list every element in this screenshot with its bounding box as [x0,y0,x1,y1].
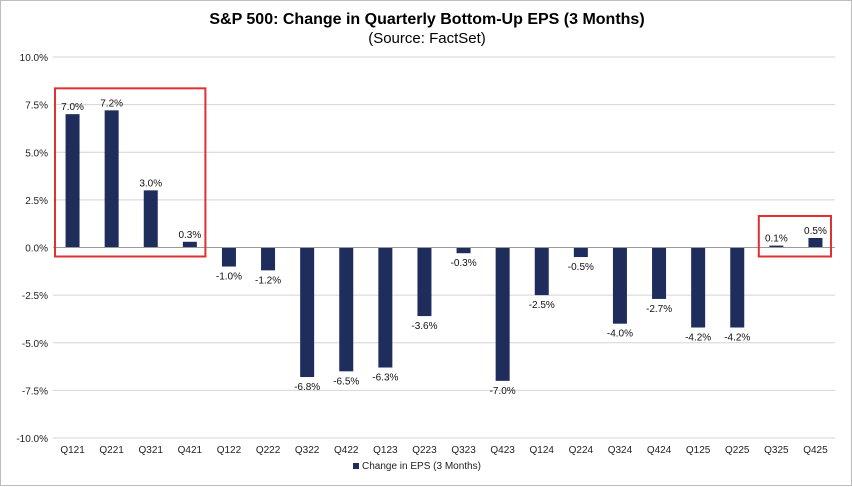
highlight-boxes [54,87,832,258]
data-label-q323: -0.3% [450,258,476,269]
data-label-q322: -6.8% [294,382,320,393]
bar-q125 [691,247,706,328]
bar-q423 [495,247,510,381]
x-tick-label: Q222 [256,445,281,456]
x-tick-label: Q321 [139,445,164,456]
x-axis-tick-labels: Q121 Q221 Q321 Q421 Q122 Q222 Q322 Q422 Q123 Q223… [60,445,828,456]
x-tick-label: Q322 [295,445,320,456]
y-tick-label: -10.0% [16,434,48,445]
highlight-box-2 [757,214,832,258]
x-tick-label: Q122 [217,445,242,456]
bar-q221 [104,110,119,248]
data-label-q223: -3.6% [411,321,437,332]
legend-swatch [353,463,359,469]
y-tick-label: -2.5% [22,291,48,302]
x-tick-label: Q422 [334,445,359,456]
bar-q123 [378,247,393,368]
y-tick-label: 5.0% [25,148,48,159]
x-tick-label: Q325 [764,445,789,456]
bar-q323 [456,247,471,254]
bar-q321 [143,190,158,248]
data-label-q424: -2.7% [646,304,672,315]
x-tick-label: Q424 [647,445,672,456]
y-tick-label: -7.5% [22,386,48,397]
x-tick-label: Q224 [569,445,594,456]
x-tick-label: Q225 [725,445,750,456]
data-label-q222: -1.2% [255,275,281,286]
data-label-q123: -6.3% [372,373,398,384]
data-label-q221: 7.2% [100,98,123,109]
chart-title: S&P 500: Change in Quarterly Bottom-Up E… [209,11,644,28]
bar-q124 [534,247,549,296]
x-tick-label: Q125 [686,445,711,456]
y-tick-label: 7.5% [25,101,48,112]
bar-q122 [221,247,236,267]
x-tick-label: Q324 [608,445,633,456]
data-label-q225: -4.2% [724,333,750,344]
bar-q222 [261,247,276,271]
data-label-q324: -4.0% [607,329,633,340]
bar-q225 [730,247,745,328]
data-label-q325: 0.1% [765,234,788,245]
data-label-q122: -1.0% [216,272,242,283]
y-axis-tick-labels: 10.0% 7.5% 5.0% 2.5% 0.0% -2.5% -5.0% -7.5% -10.… [16,53,48,445]
x-tick-label: Q121 [60,445,85,456]
data-label-q321: 3.0% [139,178,162,189]
x-tick-label: Q423 [490,445,515,456]
bar-q424 [652,247,667,299]
x-tick-label: Q223 [412,445,437,456]
x-tick-label: Q124 [530,445,555,456]
data-label-q124: -2.5% [529,300,555,311]
y-tick-label: 2.5% [25,196,48,207]
x-tick-label: Q421 [178,445,203,456]
bar-q325 [769,245,784,248]
bar-q425 [808,237,823,248]
highlight-box-1 [54,87,207,258]
y-tick-label: -5.0% [22,339,48,350]
x-tick-label: Q323 [451,445,476,456]
data-label-q422: -6.5% [333,376,359,387]
legend-label: Change in EPS (3 Months) [362,461,481,472]
data-label-q423: -7.0% [490,386,516,397]
bar-q121 [65,114,80,248]
x-tick-label: Q425 [803,445,828,456]
bar-q422 [339,247,354,372]
y-tick-label: 10.0% [20,53,48,64]
x-tick-label: Q221 [99,445,124,456]
bar-q324 [612,247,627,324]
data-labels: 7.0% 7.2% 3.0% 0.3% -1.0% -1.2% -6.8% -6.5% -6.3… [61,98,827,397]
bar-q224 [573,247,588,258]
data-label-q121: 7.0% [61,102,84,113]
bars [65,110,823,381]
x-tick-label: Q123 [373,445,398,456]
data-label-q425: 0.5% [804,226,827,237]
data-label-q125: -4.2% [685,333,711,344]
bar-q322 [300,247,315,378]
data-label-q421: 0.3% [178,230,201,241]
legend: Change in EPS (3 Months) [353,461,481,472]
bar-q421 [182,241,197,248]
chart-subtitle: (Source: FactSet) [368,30,486,47]
data-label-q224: -0.5% [568,262,594,273]
y-tick-label: 0.0% [25,244,48,255]
bar-q223 [417,247,432,317]
